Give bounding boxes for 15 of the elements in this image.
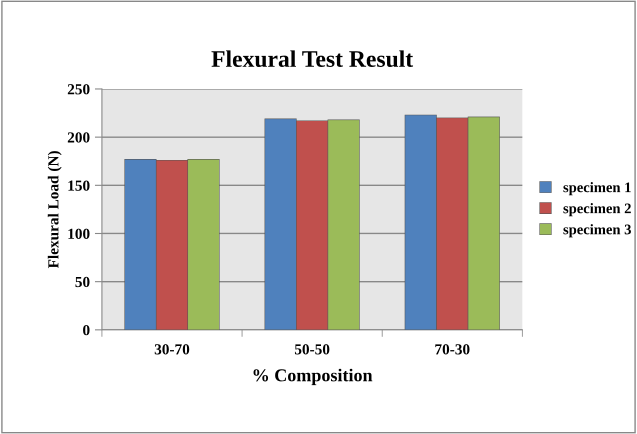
x-tick-label: 30-70: [154, 344, 190, 354]
chart-title: Flexural Test Result: [212, 50, 414, 68]
y-tick-label: 200: [68, 132, 90, 143]
legend-label: specimen 1: [563, 182, 631, 196]
x-tick-label: 70-30: [435, 344, 470, 354]
y-tick-label: 150: [68, 180, 90, 191]
y-tick-label: 0: [83, 324, 90, 336]
x-axis-title: % Composition: [254, 368, 372, 386]
legend-label: specimen 3: [563, 224, 631, 238]
legend-label: specimen 2: [563, 203, 631, 216]
y-tick-label: 250: [68, 84, 90, 94]
y-tick-label: 100: [68, 228, 90, 239]
x-tick-label: 50-50: [294, 344, 330, 354]
y-axis-title: Flexural Load (N): [48, 151, 62, 268]
y-tick-label: 50: [75, 276, 90, 288]
